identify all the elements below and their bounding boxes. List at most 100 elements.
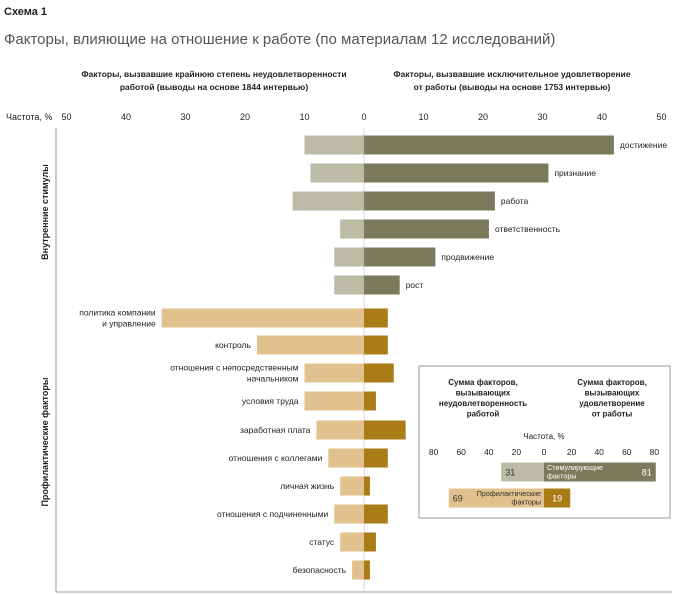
factor-label: личная жизнь bbox=[280, 481, 335, 491]
bar-satisfaction bbox=[364, 476, 370, 496]
bar-dissatisfaction bbox=[304, 135, 364, 155]
bar-satisfaction bbox=[364, 504, 388, 524]
inset-tick-label: 40 bbox=[484, 447, 494, 457]
right-header: Факторы, вызвавшие исключительное удовле… bbox=[393, 69, 630, 79]
bar-dissatisfaction bbox=[316, 420, 364, 440]
factor-label: условия труда bbox=[242, 396, 299, 406]
inset-tick-label: 40 bbox=[594, 447, 604, 457]
factor-label: ответственность bbox=[495, 224, 561, 234]
inset-tick-label: 80 bbox=[429, 447, 439, 457]
tick-label: 30 bbox=[537, 112, 547, 122]
bar-dissatisfaction bbox=[304, 363, 364, 383]
factor-label: политика компании bbox=[79, 308, 156, 318]
inset-bar-dissatisfaction bbox=[448, 488, 544, 508]
bar-dissatisfaction bbox=[292, 191, 364, 211]
tick-label: 10 bbox=[418, 112, 428, 122]
bar-satisfaction bbox=[364, 275, 400, 295]
bar-dissatisfaction bbox=[340, 532, 364, 552]
inset-right-header: Сумма факторов, bbox=[577, 378, 647, 387]
inset-right-header: удовлетворение bbox=[579, 399, 645, 408]
inset-tick-label: 20 bbox=[567, 447, 577, 457]
scheme-label: Схема 1 bbox=[4, 6, 48, 18]
tick-label: 50 bbox=[61, 112, 71, 122]
bar-satisfaction bbox=[364, 560, 370, 580]
tick-label: 50 bbox=[656, 112, 666, 122]
factor-label: отношения с коллегами bbox=[229, 453, 323, 463]
inset-series-label: факторы bbox=[547, 472, 577, 481]
bar-satisfaction bbox=[364, 420, 406, 440]
left-header: Факторы, вызвавшие крайнюю степень неудо… bbox=[81, 69, 346, 79]
inset-tick-label: 60 bbox=[622, 447, 632, 457]
inset-value-left: 69 bbox=[453, 494, 463, 504]
inset-left-header: вызывающих bbox=[456, 389, 511, 398]
bar-satisfaction bbox=[364, 448, 388, 468]
factor-label: признание bbox=[554, 168, 596, 178]
group-label: Внутренние стимулы bbox=[40, 164, 50, 260]
tick-label: 40 bbox=[121, 112, 131, 122]
inset-left-header: неудовлетворенность bbox=[439, 399, 527, 408]
inset-right-header: вызывающих bbox=[585, 389, 640, 398]
inset-value-right: 19 bbox=[552, 494, 562, 504]
factor-label: статус bbox=[309, 537, 335, 547]
bar-dissatisfaction bbox=[328, 448, 364, 468]
factor-label: начальником bbox=[247, 374, 299, 384]
factor-label: продвижение bbox=[441, 252, 494, 262]
factor-label: отношения с подчиненными bbox=[217, 509, 328, 519]
factor-label: работа bbox=[501, 196, 529, 206]
inset-value-left: 31 bbox=[505, 468, 515, 478]
inset-series-label: Стимулирующие bbox=[547, 463, 603, 472]
tick-label: 30 bbox=[180, 112, 190, 122]
bar-dissatisfaction bbox=[352, 560, 364, 580]
tick-label: 20 bbox=[478, 112, 488, 122]
inset-bar-satisfaction bbox=[544, 488, 571, 508]
inset-tick-label: 60 bbox=[456, 447, 466, 457]
inset-right-header: от работы bbox=[592, 410, 633, 419]
bar-satisfaction bbox=[364, 135, 614, 155]
inset-tick-label: 0 bbox=[542, 447, 547, 457]
bar-dissatisfaction bbox=[334, 504, 364, 524]
left-header: работой (выводы на основе 1844 интервью) bbox=[120, 82, 308, 92]
bar-dissatisfaction bbox=[340, 219, 364, 239]
chart-title: Факторы, влияющие на отношение к работе … bbox=[4, 31, 556, 48]
bar-dissatisfaction bbox=[161, 308, 364, 328]
factor-label: заработная плата bbox=[240, 425, 311, 435]
bar-dissatisfaction bbox=[256, 335, 364, 355]
bar-satisfaction bbox=[364, 219, 489, 239]
inset-left-header: Сумма факторов, bbox=[448, 378, 518, 387]
factor-label: достижение bbox=[620, 140, 667, 150]
axis-label: Частота, % bbox=[6, 112, 52, 122]
inset-bar-satisfaction bbox=[544, 462, 656, 482]
bar-satisfaction bbox=[364, 532, 376, 552]
tick-label: 40 bbox=[597, 112, 607, 122]
bar-satisfaction bbox=[364, 191, 495, 211]
factor-label: отношения с непосредственным bbox=[170, 363, 298, 373]
right-header: от работы (выводы на основе 1753 интервь… bbox=[414, 82, 611, 92]
factor-label: безопасность bbox=[293, 565, 347, 575]
bar-satisfaction bbox=[364, 391, 376, 411]
tick-label: 0 bbox=[361, 112, 366, 122]
inset-series-label: Профилактические bbox=[477, 489, 541, 498]
tick-label: 20 bbox=[240, 112, 250, 122]
inset-series-label: факторы bbox=[511, 498, 541, 507]
bar-dissatisfaction bbox=[334, 275, 364, 295]
inset-tick-label: 20 bbox=[512, 447, 522, 457]
inset-value-right: 81 bbox=[642, 468, 652, 478]
inset-left-header: работой bbox=[467, 410, 500, 419]
bar-dissatisfaction bbox=[340, 476, 364, 496]
inset-tick-label: 80 bbox=[650, 447, 660, 457]
tick-label: 10 bbox=[299, 112, 309, 122]
inset-axis-label: Частота, % bbox=[523, 432, 564, 441]
bar-satisfaction bbox=[364, 163, 549, 183]
bar-dissatisfaction bbox=[304, 391, 364, 411]
bar-dissatisfaction bbox=[310, 163, 364, 183]
inset-bar-dissatisfaction bbox=[501, 462, 544, 482]
factor-label: контроль bbox=[215, 340, 251, 350]
group-label: Профилактические факторы bbox=[40, 377, 50, 506]
bar-satisfaction bbox=[364, 247, 436, 267]
bar-dissatisfaction bbox=[334, 247, 364, 267]
bar-satisfaction bbox=[364, 363, 394, 383]
factor-label: и управление bbox=[102, 319, 156, 329]
factor-label: рост bbox=[406, 280, 424, 290]
bar-satisfaction bbox=[364, 335, 388, 355]
